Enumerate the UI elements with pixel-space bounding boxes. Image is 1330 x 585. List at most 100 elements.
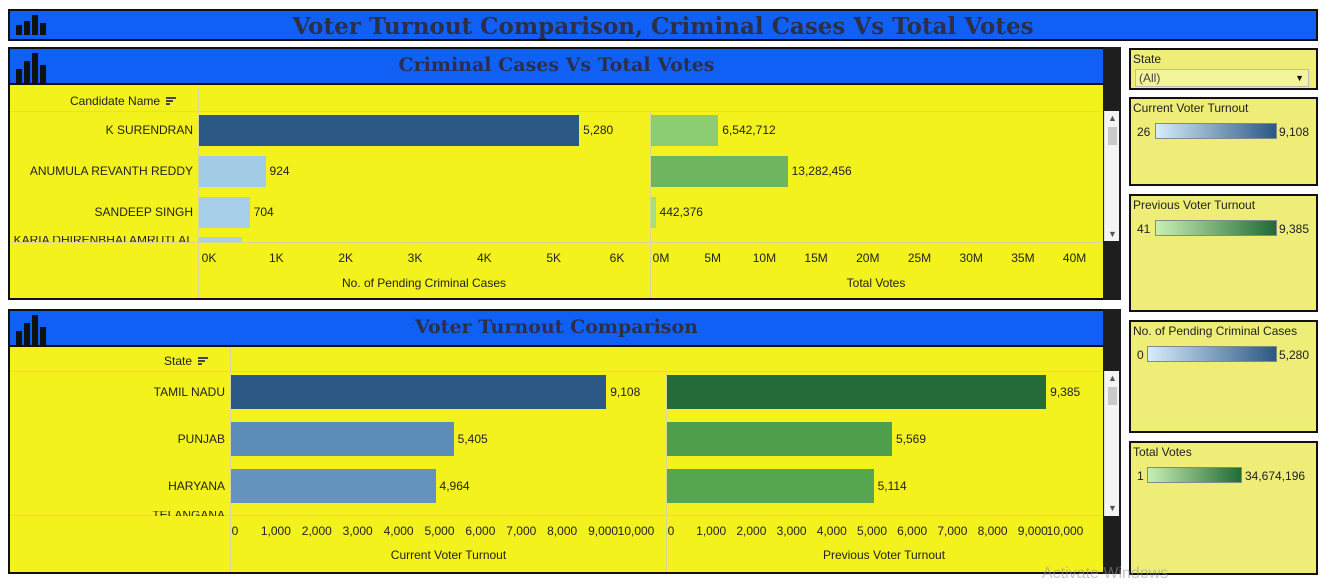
total-votes-legend-title: Total Votes <box>1133 445 1192 459</box>
cases-axis-tick: 5K <box>546 251 561 265</box>
votes-axis-tick: 30M <box>959 251 983 265</box>
chevron-down-icon[interactable]: ▼ <box>1295 73 1304 83</box>
previous-turnout-value: 5,114 <box>877 479 907 493</box>
legend-min: 26 <box>1137 125 1151 139</box>
cases-axis-title: No. of Pending Criminal Cases <box>341 276 507 290</box>
current-turnout-legend-card: Current Voter Turnout 26 9,108 <box>1129 97 1318 186</box>
previous-axis-tick: 0 <box>667 524 675 538</box>
candidate-name-label: K SURENDRAN <box>105 123 193 137</box>
current-axis-tick: 1,000 <box>260 524 291 538</box>
current-axis-tick: 0 <box>231 524 239 538</box>
bar-chart-icon <box>16 53 46 83</box>
current-axis-tick: 5,000 <box>424 524 455 538</box>
current-axis-tick: 4,000 <box>383 524 414 538</box>
current-turnout-value: 9,108 <box>610 385 641 399</box>
candidate-name-label: SANDEEP SINGH <box>94 205 193 219</box>
votes-axis-tick: 15M <box>804 251 828 265</box>
turnout-panel-header: Voter Turnout Comparison <box>10 311 1103 347</box>
cases-axis-tick: 0K <box>201 251 217 265</box>
current-axis-tick: 2,000 <box>301 524 332 538</box>
current-turnout-legend-title: Current Voter Turnout <box>1133 101 1249 115</box>
candidate-name-header[interactable]: Candidate Name <box>70 94 177 108</box>
criminal-cases-value: 924 <box>269 164 290 178</box>
state-name-label: TELANGANA <box>10 511 225 516</box>
scroll-down-icon[interactable]: ▼ <box>1108 503 1117 513</box>
criminal-cases-gradient <box>1147 346 1277 362</box>
current-axis-tick: 8,000 <box>547 524 578 538</box>
votes-axis-tick: 10M <box>752 251 777 265</box>
total-votes-value: 6,542,712 <box>722 123 776 137</box>
criminal-scrollbar[interactable]: ▲ ▼ <box>1104 111 1119 241</box>
criminal-cases-bar[interactable] <box>199 237 243 242</box>
dashboard-title-bar: Voter Turnout Comparison, Criminal Cases… <box>8 9 1318 41</box>
state-header[interactable]: State <box>164 354 209 368</box>
previous-axis-tick: 4,000 <box>816 524 847 538</box>
scroll-up-icon[interactable]: ▲ <box>1108 373 1117 383</box>
criminal-cases-value: 5,280 <box>583 123 614 137</box>
scroll-thumb[interactable] <box>1108 387 1117 405</box>
criminal-panel-header: Criminal Cases Vs Total Votes <box>10 49 1103 85</box>
state-dropdown[interactable]: (All) ▼ <box>1135 69 1309 87</box>
previous-turnout-bar[interactable] <box>667 375 1047 409</box>
previous-axis-tick: 5,000 <box>856 524 888 538</box>
current-axis-tick: 9,000 <box>588 524 619 538</box>
sort-icon[interactable] <box>198 357 209 366</box>
criminal-cases-legend-title: No. of Pending Criminal Cases <box>1133 324 1298 338</box>
current-axis-title: Current Voter Turnout <box>390 548 507 562</box>
previous-turnout-gradient <box>1155 220 1277 236</box>
total-votes-bar[interactable] <box>651 156 788 187</box>
scroll-up-icon[interactable]: ▲ <box>1108 113 1117 123</box>
total-votes-gradient <box>1147 467 1242 483</box>
total-votes-value: 13,282,456 <box>791 164 852 178</box>
cases-axis-tick: 4K <box>476 251 492 265</box>
current-turnout-gradient <box>1155 123 1277 139</box>
turnout-chart-area: State TAMIL NADU 9,108 9,385 PUNJAB 5,405 5,5… <box>10 347 1103 572</box>
candidate-name-label: ANUMULA REVANTH REDDY <box>29 164 193 178</box>
cases-axis-tick: 1K <box>268 251 284 265</box>
votes-axis-tick: 35M <box>1011 251 1035 265</box>
scroll-thumb[interactable] <box>1108 127 1117 145</box>
state-name-label: HARYANA <box>168 479 225 493</box>
legend-max: 5,280 <box>1279 348 1310 362</box>
votes-axis-tick: 40M <box>1062 251 1087 265</box>
previous-turnout-legend-title: Previous Voter Turnout <box>1133 198 1256 212</box>
votes-axis-tick: 25M <box>907 251 932 265</box>
current-turnout-bar[interactable] <box>231 422 454 456</box>
turnout-scrollbar[interactable]: ▲ ▼ <box>1104 371 1119 516</box>
current-axis-tick: 7,000 <box>506 524 537 538</box>
state-dropdown-value: (All) <box>1139 71 1161 85</box>
current-turnout-value: 5,405 <box>457 432 488 446</box>
votes-axis-tick: 0M <box>652 251 670 265</box>
previous-axis-tick: 8,000 <box>977 524 1008 538</box>
previous-turnout-value: 9,385 <box>1050 385 1081 399</box>
total-votes-bar[interactable] <box>651 197 656 228</box>
state-filter-label: State <box>1133 52 1162 66</box>
criminal-cases-bar[interactable] <box>199 197 250 228</box>
legend-max: 34,674,196 <box>1245 469 1306 483</box>
total-votes-bar[interactable] <box>651 115 719 146</box>
sort-icon[interactable] <box>166 97 177 106</box>
cases-axis-tick: 3K <box>407 251 423 265</box>
candidate-name-label: KARIA DHIRENBHAI AMRUTLAL <box>10 236 193 242</box>
legend-min: 1 <box>1137 469 1144 483</box>
state-name-label: TAMIL NADU <box>153 385 225 399</box>
votes-axis-title: Total Votes <box>846 276 906 290</box>
criminal-cases-bar[interactable] <box>199 156 266 187</box>
current-axis-tick: 3,000 <box>342 524 373 538</box>
votes-axis-tick: 5M <box>704 251 722 265</box>
scroll-down-icon[interactable]: ▼ <box>1108 229 1117 239</box>
criminal-panel-title: Criminal Cases Vs Total Votes <box>398 54 715 76</box>
criminal-chart-area: Candidate Name K SURENDRAN 5,280 6,542,712… <box>10 87 1103 298</box>
dashboard-title: Voter Turnout Comparison, Criminal Cases… <box>292 13 1034 40</box>
previous-turnout-bar[interactable] <box>667 422 892 456</box>
bar-chart-icon <box>16 15 46 35</box>
voter-turnout-panel: Voter Turnout Comparison <box>8 309 1105 574</box>
total-votes-legend-card: Total Votes 1 34,674,196 <box>1129 441 1318 575</box>
current-turnout-bar[interactable] <box>231 375 607 409</box>
criminal-cases-value: 704 <box>253 205 274 219</box>
previous-turnout-bar[interactable] <box>667 469 874 503</box>
previous-turnout-legend-card: Previous Voter Turnout 41 9,385 <box>1129 194 1318 312</box>
bar-chart-icon <box>16 315 46 345</box>
current-turnout-bar[interactable] <box>231 469 436 503</box>
criminal-cases-bar[interactable] <box>199 115 580 146</box>
